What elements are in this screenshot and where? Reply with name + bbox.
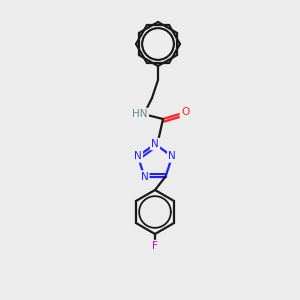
Text: N: N [140,172,148,182]
Text: O: O [181,107,189,117]
Text: N: N [168,152,176,161]
Text: HN: HN [132,109,148,119]
Text: F: F [152,241,158,251]
Text: N: N [134,152,142,161]
Text: N: N [151,139,159,149]
